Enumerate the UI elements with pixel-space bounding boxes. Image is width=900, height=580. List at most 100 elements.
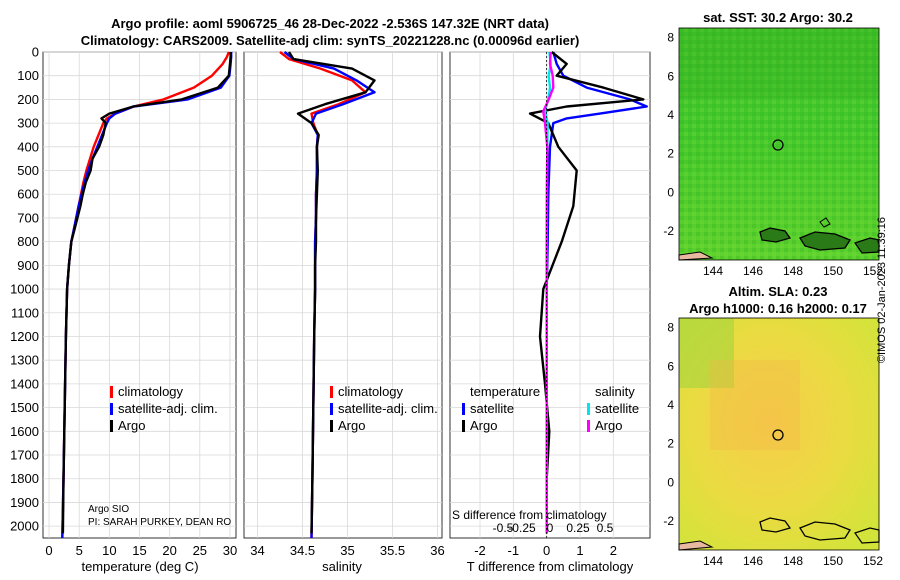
sla-island-2 <box>799 521 851 541</box>
x-tick-label: 10 <box>102 543 116 558</box>
map-y-tick-label: 8 <box>667 321 674 335</box>
sst-cool-band <box>679 28 879 98</box>
legend-heading-salinity: salinity <box>595 384 635 399</box>
y-tick-label: 1700 <box>10 448 39 463</box>
legend-label-s-satellite: satellite <box>595 401 639 416</box>
x-tick-label: 0 <box>45 543 52 558</box>
legend-swatch-climatology <box>110 386 113 398</box>
map-x-tick-label: 146 <box>743 554 763 568</box>
legend-swatch-argo <box>110 420 113 432</box>
y-tick-label: 500 <box>17 163 39 178</box>
salinity-panel-frame <box>243 51 443 539</box>
top-x-tick-label: 0 <box>547 521 554 535</box>
y-tick-label: 1100 <box>11 305 39 320</box>
legend-swatch-s-satellite <box>587 403 590 415</box>
map-x-tick-label: 150 <box>823 554 843 568</box>
top-x-tick-label: -0.25 <box>508 521 536 535</box>
legend-label-t-satellite: satellite <box>470 401 514 416</box>
map-x-tick-label: 148 <box>783 264 803 278</box>
map-y-tick-label: -2 <box>663 514 674 528</box>
map-x-tick-label: 150 <box>823 264 843 278</box>
x-tick-label: 20 <box>162 543 176 558</box>
legend-swatch-t-argo <box>462 420 465 432</box>
map-y-tick-label: 0 <box>667 185 674 199</box>
top-x-tick-label: 0.5 <box>597 521 614 535</box>
legend-label-s-argo: Argo <box>595 418 622 433</box>
sla-map-title-line2: Argo h1000: 0.16 h2000: 0.17 <box>689 301 867 316</box>
sla-island-1 <box>759 517 792 533</box>
salinity-legend: climatology satellite-adj. clim. Argo <box>330 384 438 433</box>
series-line <box>61 52 232 534</box>
y-tick-label: 1900 <box>10 495 39 510</box>
y-tick-label: 1800 <box>10 471 39 486</box>
legend-swatch-s-argo <box>587 420 590 432</box>
sla-map-title-line1: Altim. SLA: 0.23 <box>729 284 828 299</box>
sst-map-title: sat. SST: 30.2 Argo: 30.2 <box>703 10 853 25</box>
difference-panel-frame <box>449 51 651 539</box>
salinity-xlabel: salinity <box>322 559 362 574</box>
legend-swatch-satellite <box>330 403 333 415</box>
diff-top-axis-label: S difference from climatology <box>452 508 607 522</box>
annotation-pi: PI: SARAH PURKEY, DEAN RO <box>88 517 231 528</box>
legend-heading-temperature: temperature <box>470 384 540 399</box>
y-tick-label: 600 <box>17 187 39 202</box>
map-y-tick-label: 6 <box>667 69 674 83</box>
legend-swatch-t-satellite <box>462 403 465 415</box>
y-tick-label: 1600 <box>10 424 39 439</box>
sst-island-2 <box>799 231 851 251</box>
map-x-tick-label: 146 <box>743 264 763 278</box>
temperature-legend: climatology satellite-adj. clim. Argo <box>110 384 218 433</box>
y-tick-label: 1300 <box>10 353 39 368</box>
x-tick-label: 1 <box>576 543 583 558</box>
sla-high-patch <box>710 360 800 450</box>
legend-label-climatology: climatology <box>118 384 184 399</box>
y-tick-label: 900 <box>17 258 39 273</box>
x-tick-label: 34.5 <box>290 543 315 558</box>
sla-map: Altim. SLA: 0.23 Argo h1000: 0.16 h2000:… <box>678 284 880 551</box>
legend-swatch-climatology <box>330 386 333 398</box>
x-tick-label: 36 <box>430 543 444 558</box>
y-tick-label: 400 <box>17 139 39 154</box>
legend-label-satellite: satellite-adj. clim. <box>118 401 218 416</box>
sst-islet <box>819 217 831 228</box>
y-tick-label: 1400 <box>10 376 39 391</box>
y-tick-label: 300 <box>17 116 39 131</box>
legend-label-climatology: climatology <box>338 384 404 399</box>
x-tick-label: 25 <box>193 543 207 558</box>
x-tick-label: 30 <box>223 543 237 558</box>
sst-texture <box>679 28 879 260</box>
sla-map-frame <box>678 317 880 551</box>
map-y-tick-label: 0 <box>667 475 674 489</box>
map-x-tick-label: 152 <box>863 264 883 278</box>
temperature-xlabel: temperature (deg C) <box>81 559 198 574</box>
sst-island-1 <box>759 227 792 243</box>
sst-map: sat. SST: 30.2 Argo: 30.2 <box>678 10 880 261</box>
plot-title-line1: Argo profile: aoml 5906725_46 28-Dec-202… <box>111 16 549 31</box>
y-tick-label: 1500 <box>10 400 39 415</box>
sla-argo-marker <box>772 429 784 441</box>
y-tick-label: 2000 <box>10 519 39 534</box>
map-y-tick-label: 2 <box>667 437 674 451</box>
difference-legend: temperature satellite Argo salinity sate… <box>462 384 639 433</box>
y-tick-label: 700 <box>17 210 39 225</box>
x-tick-label: 5 <box>76 543 83 558</box>
sla-low-patch <box>679 318 734 388</box>
legend-label-argo: Argo <box>118 418 145 433</box>
y-tick-label: 1000 <box>10 282 39 297</box>
x-tick-label: -2 <box>474 543 486 558</box>
y-tick-label: 100 <box>17 68 39 83</box>
top-x-tick-label: 0.25 <box>566 521 590 535</box>
map-x-tick-label: 152 <box>863 554 883 568</box>
legend-label-satellite: satellite-adj. clim. <box>338 401 438 416</box>
x-tick-label: 2 <box>610 543 617 558</box>
sst-argo-marker <box>772 139 784 151</box>
x-tick-label: 35 <box>340 543 354 558</box>
map-x-tick-label: 148 <box>783 554 803 568</box>
map-y-tick-label: 8 <box>667 31 674 45</box>
annotation-argo-sio: Argo SIO <box>88 504 129 515</box>
y-tick-label: 0 <box>32 45 39 60</box>
plot-title-line2: Climatology: CARS2009. Satellite-adj cli… <box>80 33 580 48</box>
x-tick-label: -1 <box>508 543 520 558</box>
sst-map-frame <box>678 27 880 261</box>
map-y-tick-label: 4 <box>667 108 674 122</box>
